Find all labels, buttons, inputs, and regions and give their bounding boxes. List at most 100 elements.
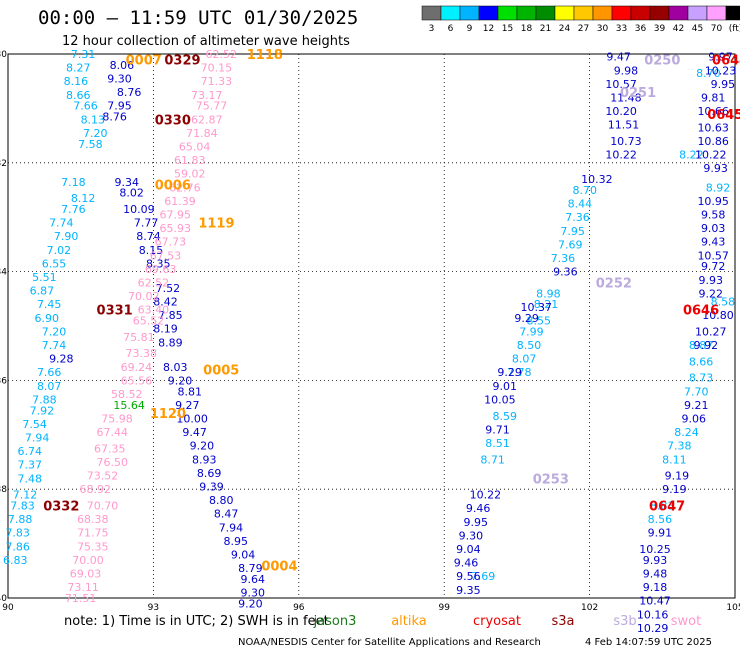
- wave-height-label: 70.15: [201, 62, 233, 75]
- wave-height-label: 9.93: [643, 554, 668, 567]
- wave-height-label: 9.36: [553, 266, 578, 279]
- pass-label: 0250: [644, 53, 680, 68]
- wave-height-label: 65.52: [133, 315, 165, 328]
- pass-label: 0007: [126, 53, 162, 68]
- wave-height-label: 8.76: [117, 86, 142, 99]
- wave-height-label: 59.02: [174, 168, 206, 181]
- colorbar-label: 12: [483, 24, 494, 34]
- wave-height-label: 8.81: [178, 385, 203, 398]
- wave-height-label: 7.94: [219, 521, 244, 534]
- wave-height-label: 10.20: [605, 105, 637, 118]
- wave-height-label: 10.32: [581, 173, 613, 186]
- wave-height-label: 7.74: [42, 339, 67, 352]
- pass-label: 0005: [203, 364, 239, 379]
- wave-height-label: 9.19: [662, 483, 687, 496]
- wave-height-label: 9.28: [49, 353, 74, 366]
- pass-label: 0252: [596, 276, 632, 291]
- pass-label: 1118: [247, 48, 283, 63]
- wave-height-label: 9.20: [168, 374, 193, 387]
- wave-height-label: 8.89: [158, 336, 183, 349]
- wave-height-label: 58.52: [111, 388, 143, 401]
- wave-height-label: 9.34: [114, 176, 139, 189]
- wave-height-label: 7.12: [13, 489, 38, 502]
- wave-height-label: 8.24: [674, 426, 699, 439]
- colorbar-label: 45: [692, 24, 703, 34]
- wave-height-label: 8.19: [153, 323, 178, 336]
- wave-height-label: 9.27: [175, 399, 200, 412]
- wave-height-label: 7.66: [73, 100, 98, 113]
- colorbar-label: 21: [540, 24, 551, 34]
- wave-height-label: 8.03: [163, 361, 188, 374]
- pass-labels: 0329 0330 0331 0332 0007 0006 0005 0004 1118 1119…: [43, 48, 740, 574]
- colorbar-swatch: [668, 5, 689, 21]
- wave-height-label: 6.83: [3, 554, 28, 567]
- wave-height-label: 8.42: [153, 296, 178, 309]
- colorbar-swatch: [497, 5, 518, 21]
- wave-height-label: 8.74: [136, 230, 161, 243]
- grid-lines: [8, 54, 735, 598]
- wave-height-label: 6.74: [18, 445, 43, 458]
- wave-height-label: 8.35: [146, 257, 171, 270]
- y-tick-label: -38: [0, 485, 7, 495]
- legend-item: cryosat: [473, 614, 521, 629]
- wave-height-label: 8.07: [37, 380, 62, 393]
- colorbar-label: 6: [448, 24, 454, 34]
- wave-height-label: 10.57: [697, 249, 729, 262]
- wave-height-label: 9.64: [241, 573, 266, 586]
- pass-label: 0331: [97, 304, 133, 319]
- wave-height-label: 7.78: [507, 366, 532, 379]
- wave-height-label: 9.47: [606, 51, 631, 64]
- wave-height-label: 8.13: [81, 113, 106, 126]
- x-tick-label: 102: [581, 603, 598, 613]
- wave-height-label: 68.92: [79, 483, 111, 496]
- wave-height-label: 9.21: [684, 399, 709, 412]
- wave-height-label: 9.43: [701, 236, 726, 249]
- wave-height-label: 10.29: [637, 622, 669, 635]
- wave-height-label: 8.79: [238, 562, 263, 575]
- pass-label: 0330: [155, 113, 191, 128]
- wave-height-label: 10.66: [697, 105, 729, 118]
- wave-height-label: 8.59: [493, 410, 518, 423]
- wave-height-label: 7.95: [107, 100, 132, 113]
- colorbar-swatch: [516, 5, 537, 21]
- wave-height-label: 10.05: [484, 393, 516, 406]
- colorbar-label: 36: [635, 24, 647, 34]
- wave-height-label: 10.57: [605, 78, 637, 91]
- wave-height-label: 9.91: [648, 527, 673, 540]
- wave-height-label: 7.77: [134, 217, 159, 230]
- wave-height-label: 7.90: [54, 230, 79, 243]
- wave-height-label: 62.76: [169, 181, 201, 194]
- wave-height-label: 7.86: [5, 540, 30, 553]
- pass-label: 1120: [150, 407, 186, 422]
- wave-height-label: 73.11: [67, 581, 99, 594]
- wave-height-label: 67.44: [96, 426, 128, 439]
- wave-height-label: 9.95: [711, 78, 736, 91]
- legend-item: jason3: [313, 614, 357, 629]
- wave-height-label: 7.20: [83, 127, 108, 140]
- pass-label: 0647: [649, 500, 685, 515]
- wave-height-label: 6.87: [30, 285, 55, 298]
- wave-height-label: 7.88: [32, 393, 57, 406]
- wave-height-label: 7.83: [10, 500, 35, 513]
- wave-height-label: 8.44: [568, 198, 593, 211]
- legend-item: altika: [391, 614, 427, 629]
- wave-height-label: 67.53: [150, 249, 182, 262]
- wave-height-label: 67.95: [159, 208, 191, 221]
- wave-height-label: 76.50: [96, 456, 128, 469]
- wave-height-label: 7.31: [71, 48, 96, 61]
- colorbar-label: 18: [521, 24, 533, 34]
- wave-height-label: 9.48: [643, 568, 668, 581]
- colorbar-swatch: [649, 5, 670, 21]
- wave-height-label: 7.48: [18, 472, 43, 485]
- wave-height-label: 9.30: [241, 587, 266, 600]
- wave-height-label: 8.76: [102, 111, 127, 124]
- wave-height-label: 6.90: [35, 312, 60, 325]
- wave-height-label: 9.03: [701, 222, 726, 235]
- colorbar-label: (ft): [729, 24, 740, 34]
- wave-height-label: 69.63: [145, 263, 177, 276]
- wave-height-label: 8.66: [66, 89, 91, 102]
- wave-height-label: 8.22: [679, 149, 704, 162]
- wave-height-label: 75.77: [196, 100, 228, 113]
- wave-height-label: 10.86: [697, 135, 729, 148]
